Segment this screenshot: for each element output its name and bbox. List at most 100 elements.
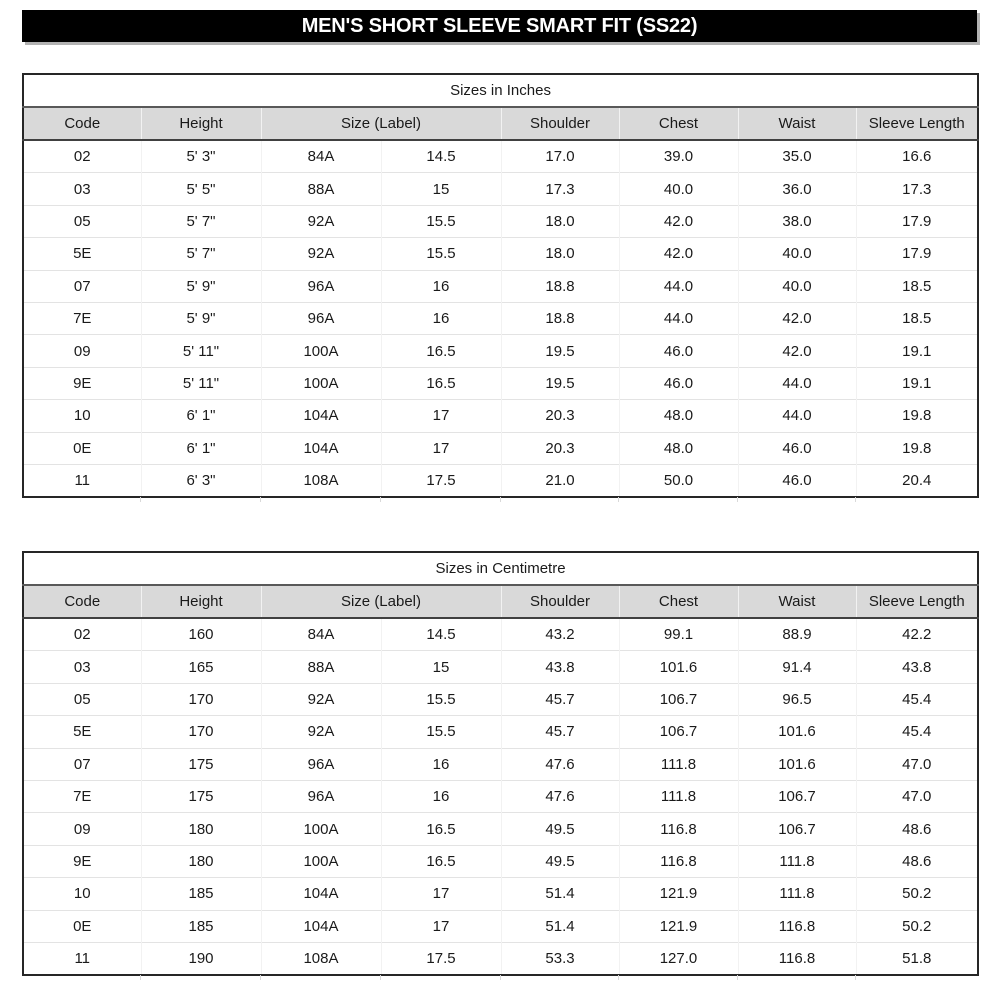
cell: 18.5 [855, 301, 979, 335]
cell: 44.0 [737, 399, 856, 433]
cell: 116.8 [618, 844, 738, 878]
cell: 88.9 [737, 618, 856, 651]
table-row: 07 175 96A 16 47.6 111.8 101.6 47.0 [23, 747, 979, 781]
gridline-stub [618, 497, 619, 502]
gridline-stub [140, 975, 141, 980]
cell: 18.0 [500, 237, 619, 271]
cell: 17.9 [855, 204, 979, 238]
cell: 51.4 [500, 877, 619, 911]
cell: 42.0 [737, 334, 856, 368]
cell: 108A [260, 463, 381, 498]
cell: 15 [380, 172, 501, 206]
cell: 96A [260, 779, 381, 813]
cell: 116.8 [737, 941, 856, 976]
cell: 44.0 [737, 366, 856, 400]
cell: 15.5 [380, 682, 501, 716]
cell: 96A [260, 301, 381, 335]
cell: 16.6 [855, 140, 979, 173]
table-row: 5E 170 92A 15.5 45.7 106.7 101.6 45.4 [23, 715, 979, 749]
cell: 106.7 [618, 682, 738, 716]
column-header-height: Height [140, 585, 261, 619]
cell: 6' 1" [140, 431, 261, 465]
cell: 03 [23, 650, 141, 684]
cell: 51.4 [500, 909, 619, 943]
table-row: 09 5' 11" 100A 16.5 19.5 46.0 42.0 19.1 [23, 334, 979, 368]
cell: 36.0 [737, 172, 856, 206]
table-caption-row: Sizes in Centimetre [23, 552, 979, 586]
cell: 9E [23, 366, 141, 400]
cell: 104A [260, 431, 381, 465]
cell: 104A [260, 909, 381, 943]
cell: 19.5 [500, 366, 619, 400]
cell: 17 [380, 399, 501, 433]
column-header-waist: Waist [737, 107, 856, 141]
cell: 100A [260, 812, 381, 846]
cell: 16.5 [380, 812, 501, 846]
cell: 50.0 [618, 463, 738, 498]
cell: 15.5 [380, 715, 501, 749]
cell: 50.2 [855, 909, 979, 943]
cell: 16 [380, 269, 501, 303]
cell: 48.0 [618, 431, 738, 465]
table-row: 9E 5' 11" 100A 16.5 19.5 46.0 44.0 19.1 [23, 366, 979, 400]
gridline-stub [260, 975, 261, 980]
cell: 17.5 [380, 941, 501, 976]
cell: 40.0 [737, 237, 856, 271]
cell: 111.8 [737, 844, 856, 878]
cell: 5E [23, 237, 141, 271]
table-row: 03 5' 5" 88A 15 17.3 40.0 36.0 17.3 [23, 172, 979, 206]
cell: 09 [23, 334, 141, 368]
table-row: 5E 5' 7" 92A 15.5 18.0 42.0 40.0 17.9 [23, 237, 979, 271]
table-row: 7E 5' 9" 96A 16 18.8 44.0 42.0 18.5 [23, 301, 979, 335]
cell: 180 [140, 844, 261, 878]
cell: 43.8 [855, 650, 979, 684]
cell: 111.8 [618, 779, 738, 813]
column-header-code: Code [23, 107, 141, 141]
cell: 07 [23, 747, 141, 781]
cell: 0E [23, 909, 141, 943]
cell: 05 [23, 682, 141, 716]
cell: 35.0 [737, 140, 856, 173]
cell: 17 [380, 431, 501, 465]
cell: 84A [260, 140, 381, 173]
table-body: 02 5' 3" 84A 14.5 17.0 39.0 35.0 16.6 03 5' 5" 88A… [23, 140, 979, 498]
cell: 48.0 [618, 399, 738, 433]
cell: 170 [140, 682, 261, 716]
column-header-shoulder: Shoulder [500, 107, 619, 141]
cell: 17.3 [855, 172, 979, 206]
gridline-stub [855, 497, 856, 502]
cell: 03 [23, 172, 141, 206]
table-row: 11 190 108A 17.5 53.3 127.0 116.8 51.8 [23, 941, 979, 976]
cell: 02 [23, 140, 141, 173]
sizes-in-centimetre-table: Sizes in Centimetre Code Height Size (La… [22, 551, 980, 977]
cell: 43.8 [500, 650, 619, 684]
cell: 14.5 [380, 618, 501, 651]
table-row: 02 5' 3" 84A 14.5 17.0 39.0 35.0 16.6 [23, 140, 979, 173]
cell: 84A [260, 618, 381, 651]
gridline-stub [618, 975, 619, 980]
cell: 96.5 [737, 682, 856, 716]
cell: 10 [23, 877, 141, 911]
cell: 19.1 [855, 366, 979, 400]
table-body: 02 160 84A 14.5 43.2 99.1 88.9 42.2 03 165 88A 15 43… [23, 618, 979, 976]
cell: 92A [260, 237, 381, 271]
cell: 19.8 [855, 399, 979, 433]
cell: 106.7 [737, 812, 856, 846]
cell: 11 [23, 463, 141, 498]
cell: 48.6 [855, 812, 979, 846]
page-title: MEN'S SHORT SLEEVE SMART FIT (SS22) [301, 14, 698, 37]
cell: 45.4 [855, 682, 979, 716]
cell: 180 [140, 812, 261, 846]
cell: 92A [260, 682, 381, 716]
cell: 46.0 [737, 463, 856, 498]
cell: 17.5 [380, 463, 501, 498]
cell: 5E [23, 715, 141, 749]
gridline-stub [380, 497, 381, 502]
table-row: 0E 185 104A 17 51.4 121.9 116.8 50.2 [23, 909, 979, 943]
cell: 96A [260, 269, 381, 303]
column-header-size-label: Size (Label) [260, 107, 501, 141]
column-header-chest: Chest [618, 107, 738, 141]
table-row: 9E 180 100A 16.5 49.5 116.8 111.8 48.6 [23, 844, 979, 878]
cell: 16 [380, 747, 501, 781]
column-header-code: Code [23, 585, 141, 619]
